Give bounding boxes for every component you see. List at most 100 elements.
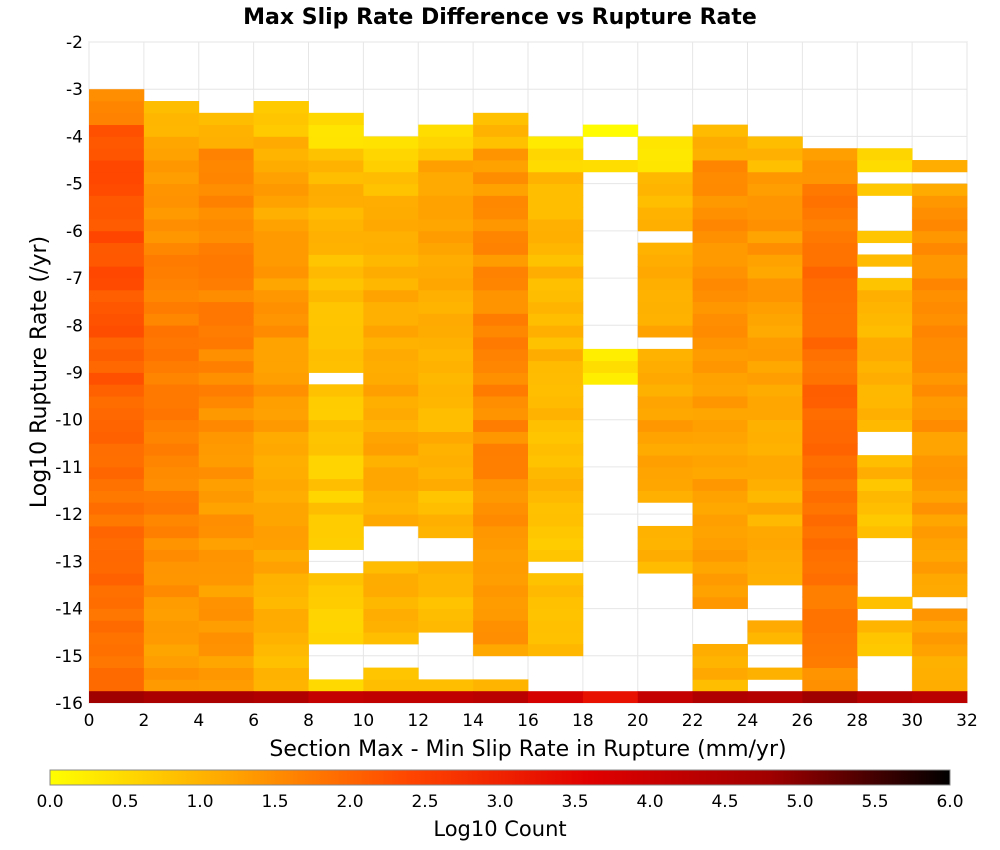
heatmap-cell — [143, 266, 200, 279]
heatmap-cell — [473, 160, 529, 173]
heatmap-cell — [363, 490, 419, 503]
heatmap-cell — [637, 419, 694, 432]
heatmap-cell — [802, 466, 858, 480]
heatmap-cell — [692, 148, 748, 161]
heatmap-cell — [89, 596, 145, 609]
heatmap-cell — [418, 679, 474, 692]
heatmap-cell — [582, 372, 639, 385]
heatmap-cell — [363, 160, 419, 173]
heatmap-cell — [528, 325, 584, 338]
heatmap-cell — [89, 655, 145, 668]
heatmap-bottom-cell — [637, 691, 694, 703]
heatmap-cell — [473, 230, 529, 244]
heatmap-cell — [473, 455, 529, 468]
heatmap-cell — [363, 667, 419, 680]
heatmap-cell — [89, 443, 145, 456]
heatmap-cell — [637, 254, 694, 267]
x-tick-label: 26 — [792, 711, 814, 731]
y-axis-label: Log10 Rupture Rate (/yr) — [27, 236, 52, 508]
heatmap-cell — [253, 655, 309, 668]
heatmap-cell — [198, 230, 255, 244]
heatmap-cell — [912, 466, 968, 480]
heatmap-cell — [198, 573, 255, 586]
x-tick-label: 4 — [193, 711, 204, 731]
heatmap-cell — [857, 632, 913, 645]
heatmap-cell — [802, 160, 858, 173]
heatmap-cell — [692, 136, 748, 149]
heatmap-cell — [89, 207, 145, 220]
heatmap-cell — [692, 514, 748, 527]
heatmap-cell — [802, 490, 858, 503]
heatmap-cell — [143, 301, 200, 314]
heatmap-cell — [198, 254, 255, 267]
heatmap-cell — [912, 325, 968, 338]
heatmap-cell — [198, 266, 255, 279]
heatmap-cell — [89, 407, 145, 421]
y-tick-label: -6 — [66, 222, 83, 242]
heatmap-cell — [143, 348, 200, 362]
heatmap-cell — [198, 207, 255, 220]
heatmap-cell — [912, 478, 968, 491]
heatmap-cell — [637, 325, 694, 338]
heatmap-cell — [363, 337, 419, 350]
heatmap-cell — [143, 679, 200, 692]
heatmap-cell — [253, 242, 309, 255]
heatmap-bottom-cell — [912, 691, 968, 703]
heatmap-cell — [253, 360, 309, 373]
heatmap-cell — [308, 632, 364, 645]
heatmap-cell — [473, 443, 529, 456]
heatmap-cell — [363, 195, 419, 208]
heatmap-cell — [473, 325, 529, 338]
heatmap-cell — [528, 643, 584, 657]
heatmap-cell — [418, 136, 474, 149]
heatmap-cell — [747, 455, 803, 468]
heatmap-cell — [418, 242, 474, 255]
heatmap-cell — [692, 502, 748, 515]
heatmap-cell — [912, 160, 968, 173]
heatmap-cell — [253, 584, 309, 598]
heatmap-cell — [857, 514, 913, 527]
heatmap-cell — [528, 160, 584, 173]
heatmap-cell — [363, 396, 419, 409]
heatmap-cell — [528, 525, 584, 539]
heatmap-cell — [198, 667, 255, 680]
heatmap-cell — [912, 537, 968, 550]
heatmap-cell — [528, 242, 584, 255]
heatmap-cell — [363, 384, 419, 397]
heatmap-cell — [637, 160, 694, 173]
heatmap-bottom-cell — [692, 691, 748, 703]
heatmap-cell — [253, 502, 309, 515]
heatmap-cell — [89, 584, 145, 598]
heatmap-cell — [363, 148, 419, 161]
heatmap-cell — [308, 230, 364, 244]
heatmap-cell — [747, 219, 803, 232]
heatmap-cell — [143, 313, 200, 326]
heatmap-cell — [418, 502, 474, 515]
heatmap-cell — [528, 372, 584, 385]
heatmap-cell — [473, 596, 529, 609]
heatmap-cell — [692, 195, 748, 208]
heatmap-cell — [528, 466, 584, 480]
heatmap-cell — [528, 443, 584, 456]
heatmap-cell — [528, 419, 584, 432]
heatmap-cell — [528, 171, 584, 185]
heatmap-cell — [747, 632, 803, 645]
heatmap-cell — [198, 537, 255, 550]
heatmap-cell — [857, 502, 913, 515]
heatmap-cell — [89, 396, 145, 409]
heatmap-cell — [143, 537, 200, 550]
heatmap-cell — [363, 266, 419, 279]
heatmap-bottom-cell — [143, 691, 200, 703]
heatmap-cell — [473, 183, 529, 196]
heatmap-cell — [473, 219, 529, 232]
heatmap-cell — [363, 242, 419, 255]
heatmap-cell — [692, 301, 748, 314]
heatmap-cell — [253, 466, 309, 480]
heatmap-cell — [912, 667, 968, 680]
heatmap-cell — [143, 514, 200, 527]
heatmap-cell — [308, 112, 364, 126]
heatmap-cell — [143, 325, 200, 338]
heatmap-bottom-cell — [308, 691, 364, 703]
heatmap-cell — [473, 313, 529, 326]
heatmap-cell — [747, 207, 803, 220]
